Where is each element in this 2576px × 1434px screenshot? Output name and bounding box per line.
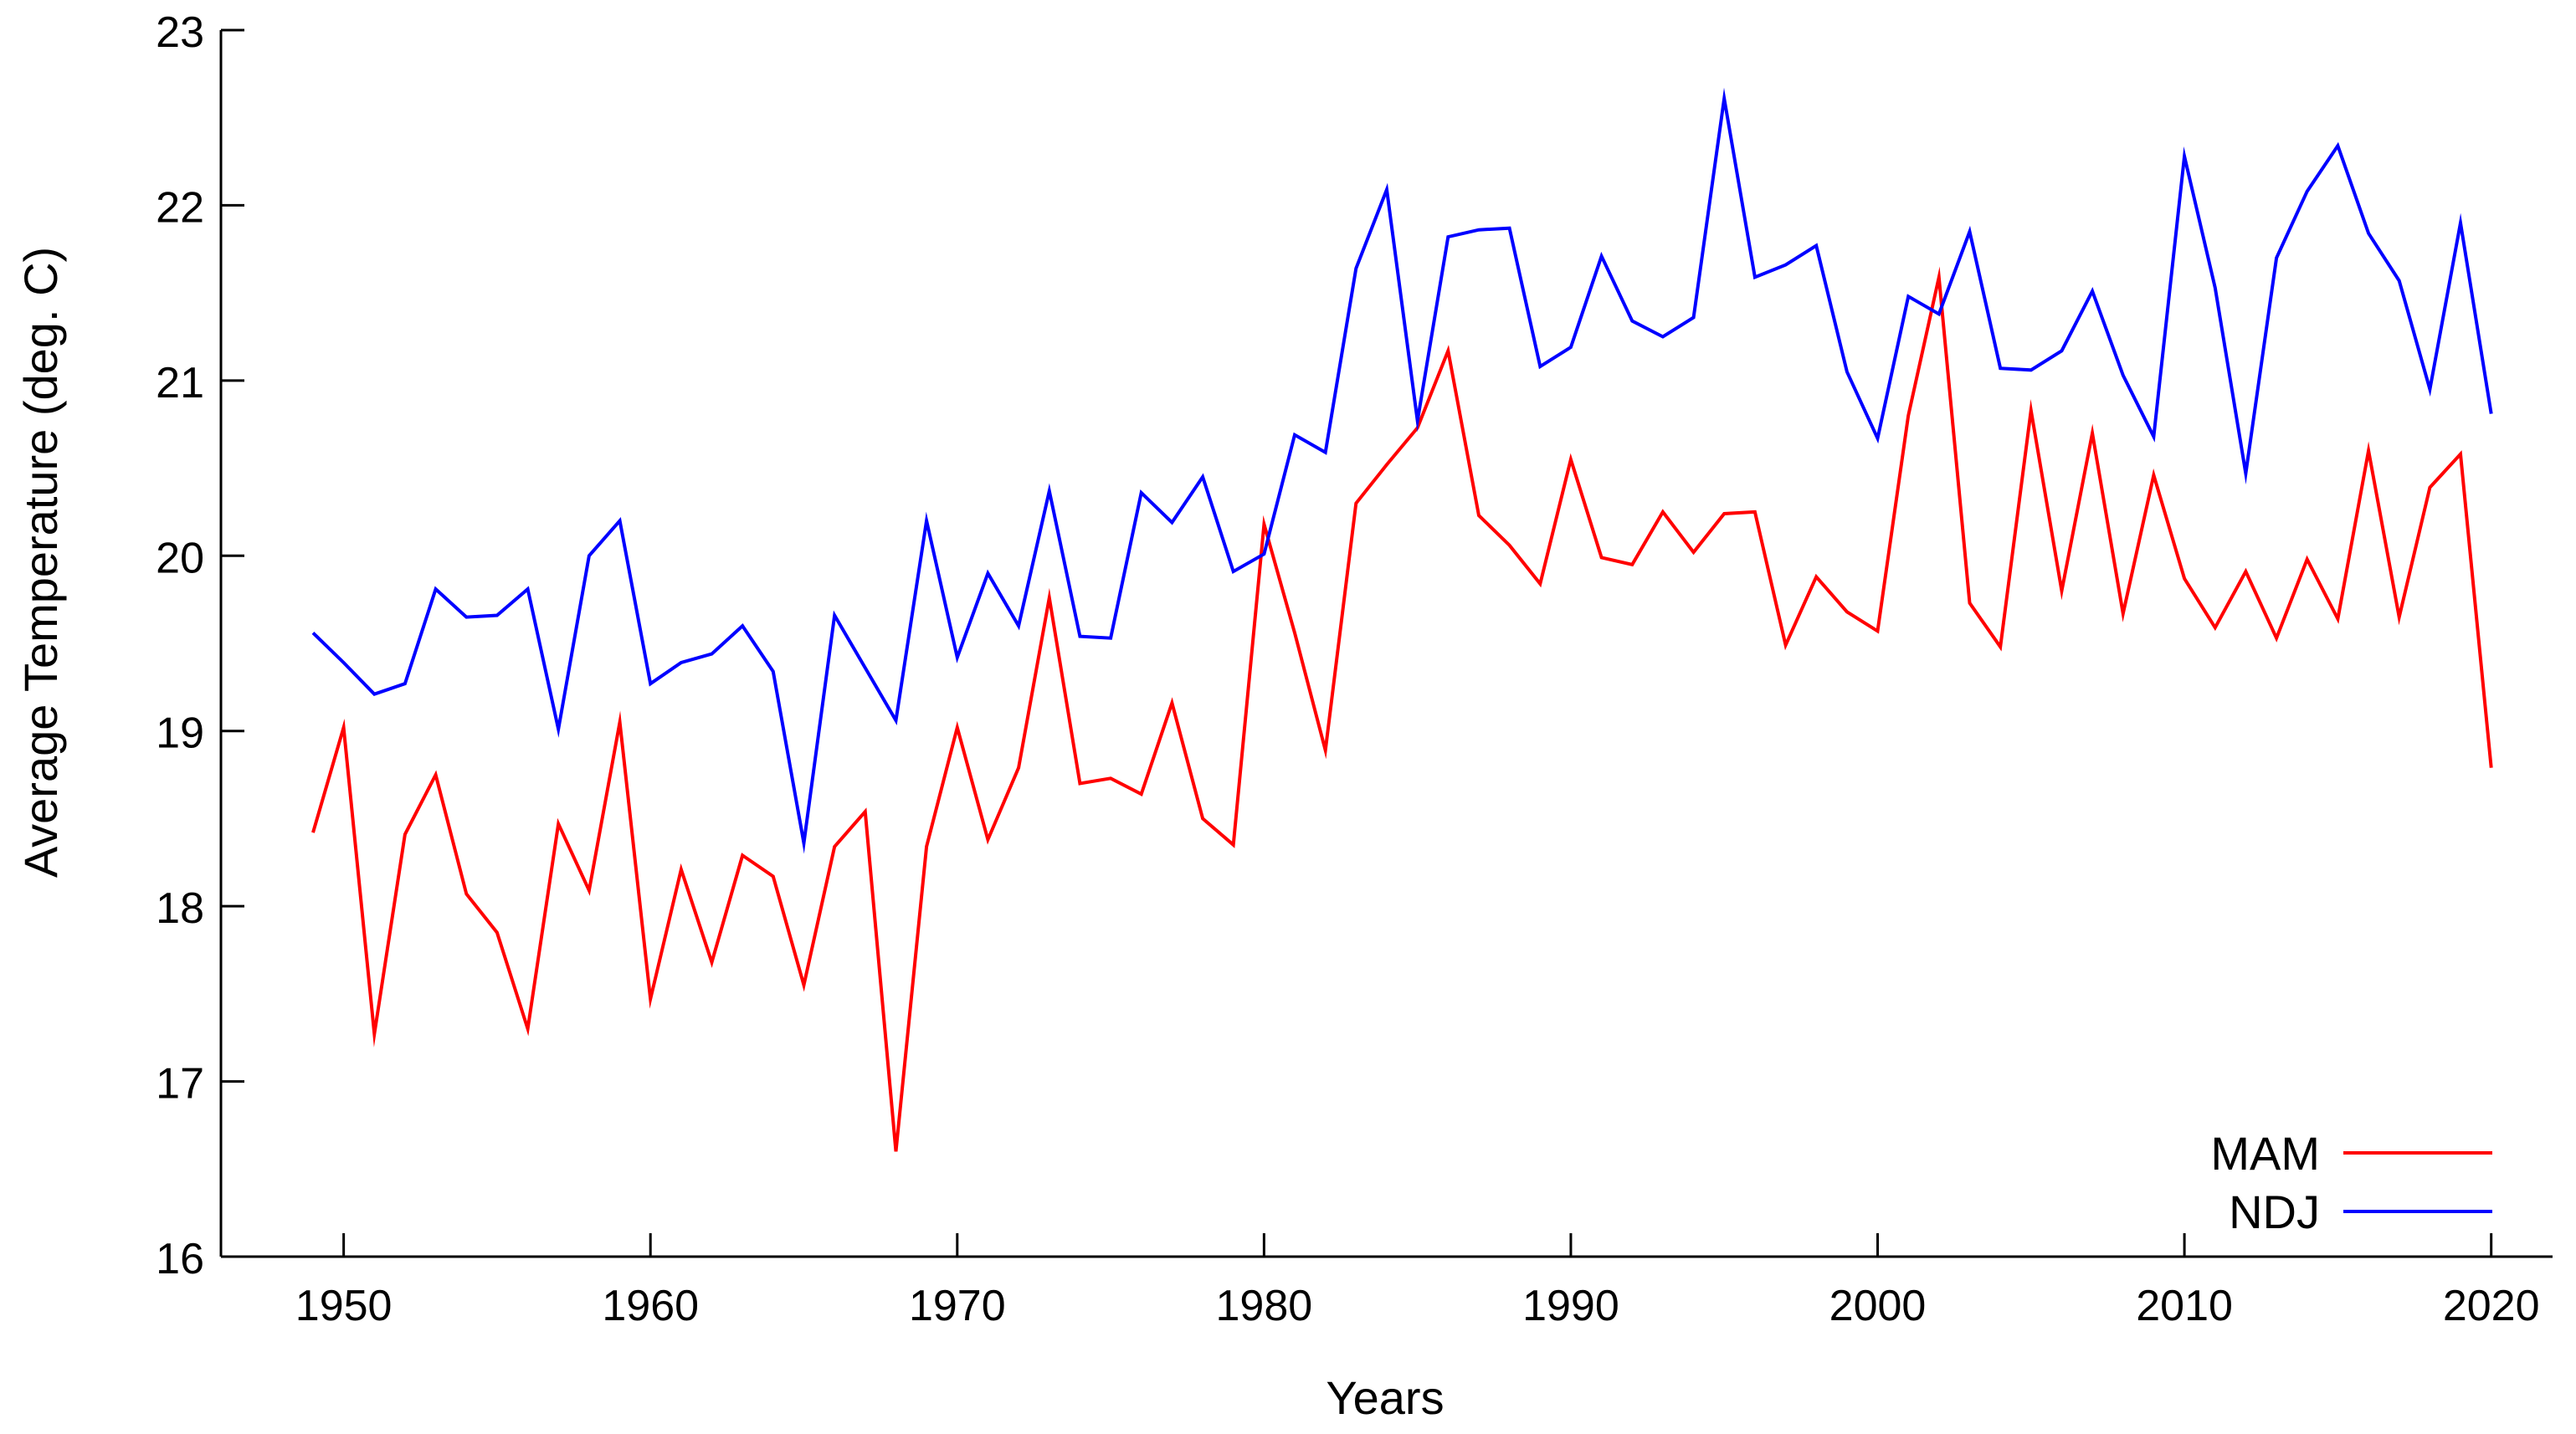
y-tick-label: 20 [156, 534, 204, 582]
series-layer [311, 87, 2493, 1152]
legend-label-mam: MAM [2210, 1127, 2320, 1180]
x-tick-label: 1990 [1522, 1282, 1619, 1330]
series-line-mam [311, 266, 2493, 1152]
axes: 16 17 18 19 20 21 22 23 1950 1960 1970 1980 1990 2000… [156, 8, 2553, 1330]
y-tick-label: 19 [156, 709, 204, 758]
x-tick-label: 2000 [1829, 1282, 1927, 1330]
x-tick-label: 2010 [2136, 1282, 2233, 1330]
x-tick-label: 1980 [1216, 1282, 1313, 1330]
y-tick-label: 21 [156, 359, 204, 407]
x-tick-label: 1960 [602, 1282, 699, 1330]
series-line-ndj [311, 87, 2493, 854]
legend-label-ndj: NDJ [2229, 1186, 2320, 1238]
legend: MAM NDJ [2210, 1127, 2492, 1238]
y-tick-label: 17 [156, 1060, 204, 1109]
x-tick-label: 1950 [295, 1282, 393, 1330]
x-tick-label: 2020 [2443, 1282, 2540, 1330]
x-tick-label: 1970 [909, 1282, 1006, 1330]
y-tick-label: 16 [156, 1235, 204, 1283]
y-tick-label: 18 [156, 884, 204, 933]
x-axis-label: Years [1326, 1371, 1444, 1424]
y-tick-label: 22 [156, 183, 204, 232]
y-tick-label: 23 [156, 8, 204, 57]
y-axis-label: Average Temperature (deg. C) [14, 247, 67, 878]
